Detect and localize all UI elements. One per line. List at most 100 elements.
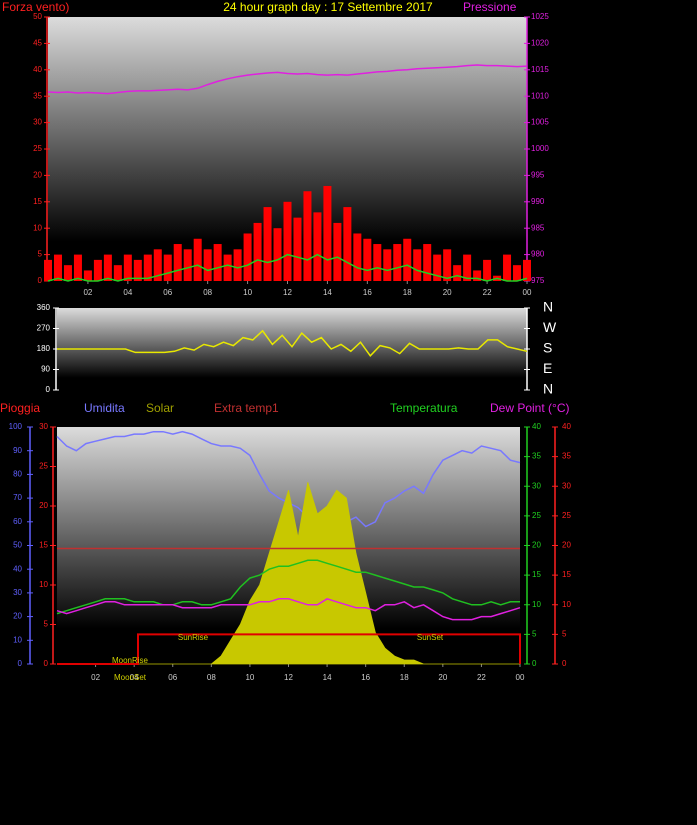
bar [83, 270, 92, 281]
tick-label: 0 [532, 659, 537, 668]
tick-label: 20 [532, 541, 541, 550]
x-tick-label: 10 [243, 288, 252, 297]
bar [433, 254, 442, 281]
tick-label: 20 [562, 541, 571, 550]
line [47, 64, 528, 95]
tick-label: 40 [562, 422, 571, 431]
x-tick-label: 04 [130, 673, 139, 682]
tick-label: N [543, 381, 553, 397]
line [56, 597, 521, 621]
tick-label: 10 [532, 600, 541, 609]
tick-label: 1020 [531, 39, 549, 48]
x-tick-label: 06 [163, 288, 172, 297]
bar [413, 249, 422, 281]
tick-label: S [543, 340, 552, 356]
tick-label: 15 [532, 570, 541, 579]
bar [393, 244, 402, 281]
bar [44, 259, 52, 281]
annotation: MoonSet [114, 673, 147, 682]
tick-label: 1025 [531, 12, 549, 21]
tick-label: 985 [531, 223, 545, 232]
x-tick-label: 14 [323, 673, 332, 682]
tick-label: N [543, 299, 553, 315]
tick-label: W [543, 319, 557, 335]
x-tick-label: 04 [123, 288, 132, 297]
tick-label: 50 [33, 12, 42, 21]
tick-label: 30 [33, 118, 42, 127]
tick-label: 90 [13, 446, 22, 455]
bar [373, 244, 382, 281]
bar [273, 228, 282, 281]
tick-label: 30 [532, 481, 541, 490]
bar [63, 265, 72, 281]
bar [223, 254, 232, 281]
tick-label: 40 [13, 564, 22, 573]
legend-entry: Temperatura [390, 401, 458, 415]
tick-label: 25 [562, 511, 571, 520]
bar [253, 222, 262, 281]
x-tick-label: 02 [83, 288, 92, 297]
bar [53, 254, 62, 281]
tick-label: 1005 [531, 118, 549, 127]
x-tick-label: 00 [523, 288, 532, 297]
tick-label: 980 [531, 250, 545, 259]
bar [523, 259, 531, 281]
x-tick-label: 12 [283, 288, 292, 297]
tick-label: 5 [532, 629, 537, 638]
bar [483, 259, 492, 281]
legend-entry: Dew Point (°C) [490, 401, 569, 415]
bar [173, 244, 182, 281]
tick-label: E [543, 360, 552, 376]
x-tick-label: 12 [284, 673, 293, 682]
bar [153, 249, 162, 281]
tick-label: 20 [39, 501, 48, 510]
line [47, 253, 528, 282]
bar [333, 222, 342, 281]
tick-label: 25 [33, 144, 42, 153]
tick-label: 1000 [531, 144, 549, 153]
x-tick-label: 20 [443, 288, 452, 297]
bar [243, 233, 252, 281]
tick-label: 20 [13, 612, 22, 621]
x-tick-label: 02 [91, 673, 100, 682]
x-tick-label: 10 [245, 673, 254, 682]
annotation: SunRise [178, 633, 209, 642]
bar [283, 201, 292, 281]
bar [353, 233, 362, 281]
tick-label: 20 [33, 171, 42, 180]
x-tick-label: 14 [323, 288, 332, 297]
bar [123, 254, 132, 281]
line [56, 559, 520, 615]
bar [363, 238, 372, 281]
x-tick-label: 18 [403, 288, 412, 297]
x-tick-label: 22 [477, 673, 486, 682]
tick-label: 360 [37, 303, 51, 312]
tick-label: 0 [38, 276, 43, 285]
tick-label: 1010 [531, 91, 549, 100]
annotation: SunSet [417, 633, 444, 642]
tick-label: 10 [13, 635, 22, 644]
bar [403, 238, 412, 281]
bar [213, 244, 222, 281]
tick-label: 50 [13, 541, 22, 550]
bar [503, 254, 512, 281]
tick-label: 10 [562, 600, 571, 609]
tick-label: 15 [39, 541, 48, 550]
x-tick-label: 06 [168, 673, 177, 682]
bar [193, 238, 202, 281]
bar [93, 259, 102, 281]
bar [73, 254, 82, 281]
legend-entry: Forza vento) [2, 0, 69, 14]
bar [453, 265, 462, 281]
x-tick-label: 16 [361, 673, 370, 682]
tick-label: 15 [33, 197, 42, 206]
tick-label: 40 [33, 65, 42, 74]
tick-label: 180 [37, 344, 51, 353]
tick-label: 975 [531, 276, 545, 285]
line [57, 329, 528, 357]
tick-label: 0 [18, 659, 23, 668]
tick-label: 25 [532, 511, 541, 520]
bar [313, 212, 322, 281]
bar [383, 249, 392, 281]
x-tick-label: 16 [363, 288, 372, 297]
